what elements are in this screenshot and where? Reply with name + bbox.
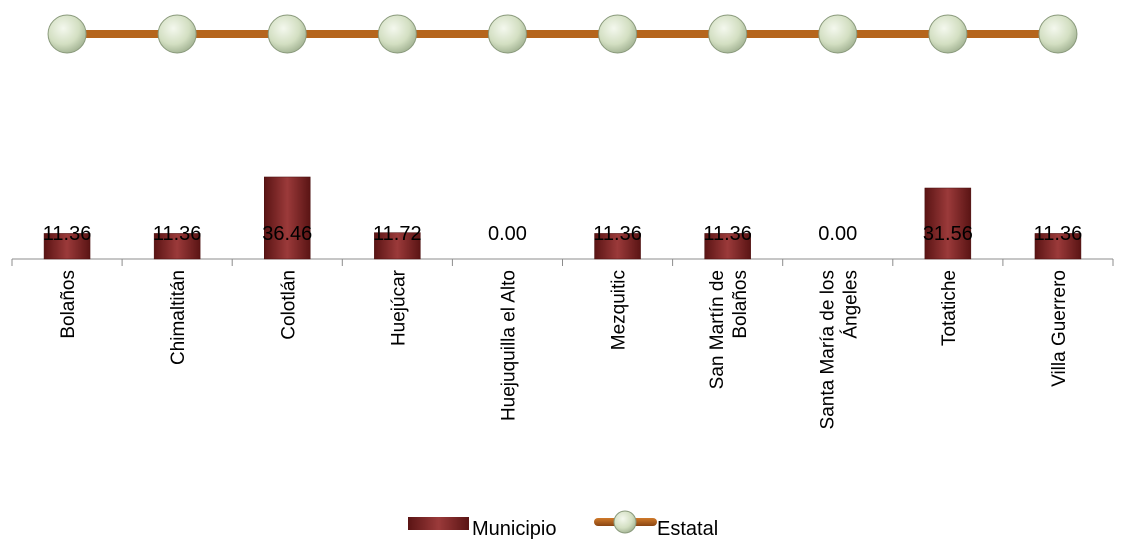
- estatal-marker: [1038, 14, 1078, 54]
- bar-huej-car: [374, 232, 421, 260]
- category-label: Santa María de los: [817, 270, 838, 429]
- bar-bola-os: [43, 233, 91, 260]
- category-label: San Martín de: [707, 270, 728, 389]
- category-label: Villa Guerrero: [1049, 270, 1070, 387]
- line-series-estatal: [47, 14, 1078, 54]
- category-label: Mezquitic: [609, 270, 630, 350]
- category-labels: Bolaños Chimaltitán Colotlán Huejúcar Huejuq…: [58, 269, 1070, 429]
- data-label: 11.36: [593, 223, 642, 245]
- estatal-marker: [377, 14, 417, 54]
- estatal-marker: [47, 14, 87, 54]
- bar-colotl-n: [264, 176, 311, 260]
- data-label: 11.72: [373, 223, 422, 245]
- legend-label-municipio: Municipio: [472, 518, 556, 539]
- bar-totatiche: [924, 187, 972, 260]
- estatal-marker: [818, 14, 858, 54]
- category-label: Ángeles: [840, 270, 861, 339]
- estatal-marker: [928, 14, 968, 54]
- data-label: 11.36: [703, 223, 752, 245]
- legend-label-estatal: Estatal: [657, 518, 718, 539]
- bar-villa-guerrero: [1034, 233, 1082, 260]
- legend: Municipio Estatal: [408, 510, 718, 539]
- data-label: 36.46: [262, 223, 312, 245]
- legend-swatch-municipio: [408, 517, 469, 530]
- bar-mezquitic: [594, 233, 641, 260]
- data-label: 0.00: [818, 223, 857, 245]
- x-axis: [11, 258, 1114, 266]
- category-label: Bolaños: [730, 270, 751, 339]
- legend-marker-estatal: [613, 510, 637, 534]
- bar-chimaltit-n: [153, 233, 201, 260]
- estatal-marker: [487, 14, 527, 54]
- data-label: 31.56: [923, 223, 973, 245]
- category-label: Totatiche: [939, 270, 960, 346]
- estatal-marker: [157, 14, 197, 54]
- data-label: 11.36: [43, 223, 92, 245]
- category-label: Huejúcar: [388, 269, 409, 346]
- bar-san-mart-n-de-bola-os: [704, 233, 751, 260]
- data-label: 11.36: [153, 223, 202, 245]
- category-label: Colotlán: [278, 270, 299, 340]
- data-label: 0.00: [488, 223, 527, 245]
- estatal-marker: [598, 14, 638, 54]
- bar-series-municipio: [43, 176, 1082, 260]
- category-label: Chimaltitán: [168, 270, 189, 365]
- category-label: Bolaños: [58, 270, 79, 339]
- estatal-marker: [708, 14, 748, 54]
- estatal-marker: [267, 14, 307, 54]
- data-label: 11.36: [1034, 223, 1083, 245]
- category-label: Huejuquilla el Alto: [498, 270, 519, 421]
- data-labels: 11.36 11.36 36.46 11.72 0.00 11.36 11.36 0.00 31…: [43, 223, 1082, 245]
